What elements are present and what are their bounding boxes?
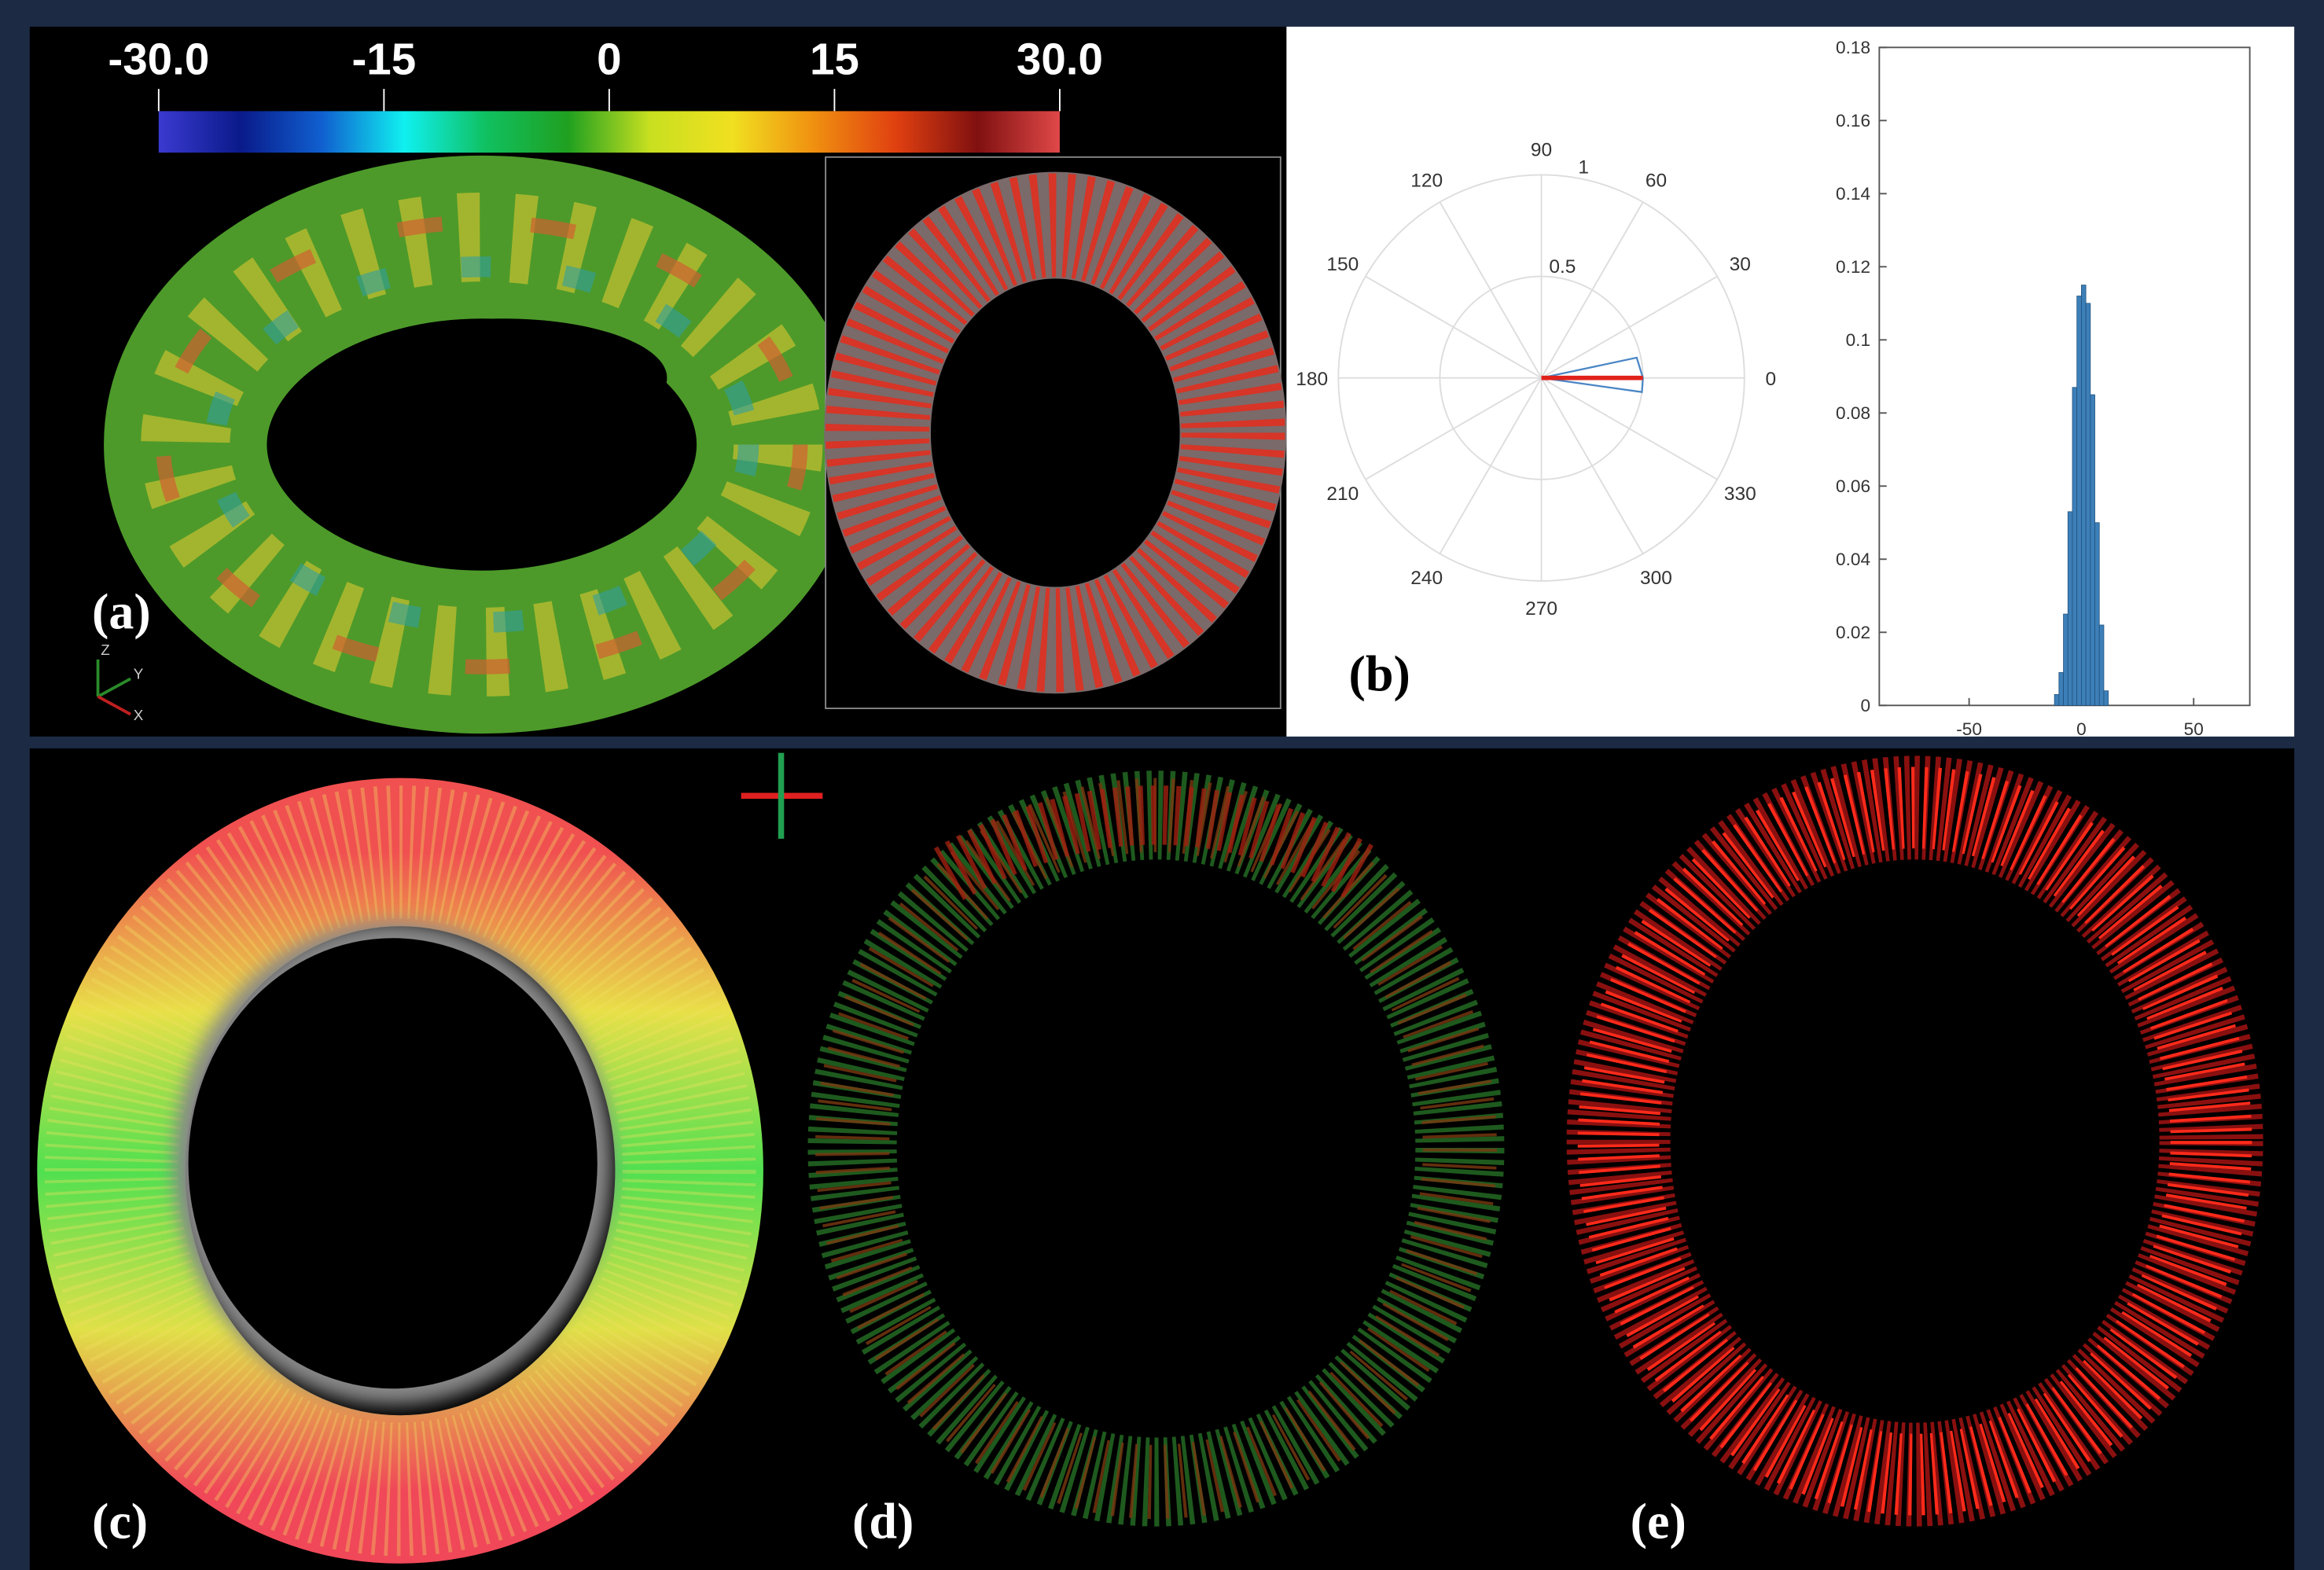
y-tick-label: 0.04: [1836, 550, 1870, 569]
polar-theta-label: 60: [1646, 170, 1667, 191]
colorbar-tick-label: 15: [810, 34, 859, 83]
x-tick-label: -50: [1956, 719, 1982, 739]
polar-theta-label: 30: [1730, 254, 1751, 275]
hist-bar: [2072, 388, 2077, 706]
polar-theta-label: 270: [1525, 598, 1557, 620]
triad-label: Z: [101, 642, 110, 658]
colorbar-tick-label: 30.0: [1017, 34, 1103, 83]
colorbar-tick-label: 0: [597, 34, 621, 83]
colorbar-tick-label: -15: [351, 34, 416, 83]
hist-bar: [2054, 694, 2059, 705]
panel-label: (a): [92, 583, 151, 639]
y-tick-label: 0.02: [1836, 623, 1870, 642]
hist-bar: [2068, 512, 2072, 705]
polar-theta-label: 330: [1724, 484, 1756, 505]
polar-theta-label: 210: [1326, 484, 1359, 505]
hist-bar: [2064, 614, 2068, 705]
colorbar-tick-label: -30.0: [108, 34, 209, 83]
y-tick-label: 0.1: [1846, 330, 1870, 350]
y-tick-label: 0.08: [1836, 403, 1870, 423]
polar-r-label: 0.5: [1549, 256, 1576, 278]
polar-theta-label: 240: [1410, 568, 1443, 589]
polar-theta-label: 150: [1326, 254, 1359, 275]
panel-b-bg: [1286, 27, 2294, 737]
y-tick-label: 0.18: [1836, 38, 1870, 57]
polar-theta-label: 0: [1766, 369, 1777, 390]
y-tick-label: 0.14: [1836, 184, 1870, 204]
x-tick-label: 50: [2184, 719, 2204, 739]
hist-bar: [2077, 296, 2082, 706]
x-tick-label: 0: [2076, 719, 2087, 739]
y-tick-label: 0: [1860, 696, 1870, 715]
polar-theta-label: 120: [1410, 170, 1443, 191]
polar-theta-label: 300: [1640, 568, 1672, 589]
hist-bar: [2059, 672, 2064, 705]
hist-bar: [2086, 303, 2090, 705]
hist-bar: [2081, 285, 2086, 706]
panel-label: (b): [1349, 645, 1410, 701]
colorbar: [159, 111, 1060, 153]
y-tick-label: 0.16: [1836, 111, 1870, 131]
triad-label: Y: [134, 665, 144, 682]
hist-bar: [2095, 523, 2100, 705]
y-tick-label: 0.06: [1836, 476, 1870, 496]
panel-label: (d): [852, 1494, 914, 1550]
polar-theta-label: 180: [1296, 369, 1328, 390]
hist-bar: [2099, 625, 2104, 705]
y-tick-label: 0.12: [1836, 257, 1870, 277]
hist-bar: [2104, 691, 2109, 706]
hist-bar: [2090, 395, 2095, 705]
polar-theta-label: 90: [1531, 139, 1552, 160]
triad-label: X: [134, 707, 144, 723]
figure: Z Y X (a) (b) (c) (d) (e) -30.0 -15 0 15 30.…: [0, 0, 2324, 1570]
ring-c: [112, 852, 689, 1490]
polar-r-label: 1: [1578, 157, 1589, 178]
panel-label: (c): [92, 1494, 148, 1550]
panel-label: (e): [1631, 1494, 1686, 1550]
